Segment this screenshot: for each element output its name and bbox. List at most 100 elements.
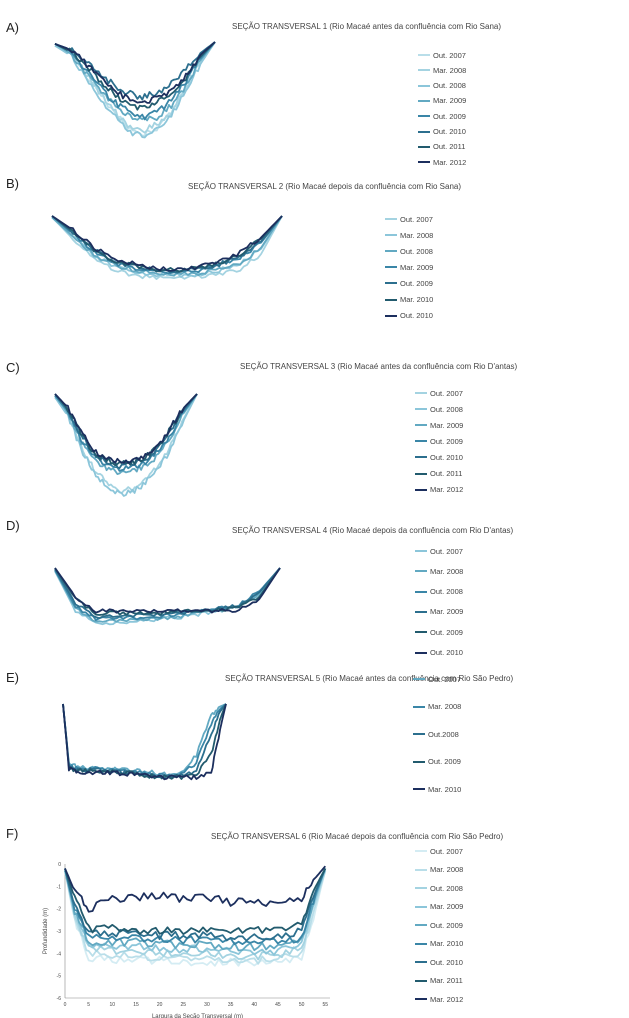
legend-swatch — [415, 550, 427, 552]
legend-item: Out. 2009 — [385, 278, 433, 288]
legend-label: Out. 2010 — [430, 957, 463, 967]
legend-swatch — [415, 424, 427, 427]
legend-label: Out. 2008 — [433, 81, 466, 91]
panel-letter: C) — [6, 360, 20, 375]
cross-section-plot: 0 5 10 15 20 25 30 35 40 45 50 55 0 -1 -2 -3 -4 -5 -6 Largu… — [43, 862, 330, 1018]
panel-title: SEÇÃO TRANSVERSAL 4 (Rio Macaé depois da… — [232, 526, 514, 535]
legend-label: Out. 2009 — [430, 627, 463, 637]
x-tick-label: 55 — [322, 1002, 328, 1008]
legend-item: Mar. 2012 — [415, 994, 463, 1004]
legend-item: Out. 2010 — [415, 957, 463, 967]
legend-label: Mar. 2009 — [430, 420, 464, 430]
legend-item: Mar. 2009 — [415, 420, 463, 430]
legend-swatch — [415, 905, 427, 908]
legend-swatch — [418, 161, 430, 164]
legend-label: Out. 2007 — [400, 214, 433, 224]
legend-label: Mar. 2009 — [430, 902, 464, 911]
x-tick-label: 0 — [64, 1002, 67, 1008]
legend-item: Mar. 2012 — [415, 485, 463, 495]
series-line — [51, 215, 283, 272]
panel-title: SEÇÃO TRANSVERSAL 3 (Rio Macaé antes da … — [240, 362, 518, 371]
series-line — [54, 41, 216, 139]
legend-item: Out. 2007 — [418, 50, 466, 60]
x-tick-label: 15 — [133, 1002, 139, 1008]
legend-item: Mar. 2008 — [415, 865, 463, 875]
legend-label: Out. 2008 — [430, 883, 463, 893]
legend-item: Mar. 2008 — [418, 65, 466, 75]
legend-swatch — [415, 979, 427, 982]
legend-swatch — [385, 234, 397, 237]
legend-swatch — [415, 408, 427, 411]
legend-label: Out. 2011 — [430, 469, 463, 478]
legend-label: Out. 2008 — [430, 404, 463, 414]
legend-swatch — [415, 924, 427, 926]
legend-label: Mar. 2008 — [430, 865, 464, 874]
legend-label: Out. 2007 — [433, 50, 466, 60]
legend-item: Out. 2009 — [418, 111, 466, 121]
legend-label: Out. 2008 — [430, 587, 463, 597]
legend-swatch — [418, 84, 430, 87]
legend-label: Mar. 2010 — [430, 939, 464, 948]
y-tick-label: -3 — [57, 929, 62, 935]
series-line — [62, 703, 227, 781]
legend-swatch — [415, 998, 427, 1000]
legend-swatch — [385, 250, 397, 253]
legend-label: Mar. 2012 — [430, 485, 464, 495]
legend-swatch — [413, 733, 425, 735]
legend-item: Mar. 2009 — [418, 96, 466, 106]
legend-swatch — [385, 266, 397, 269]
series-line — [62, 703, 227, 780]
legend-swatch — [385, 314, 397, 317]
x-tick-label: 40 — [252, 1002, 258, 1008]
legend-swatch — [415, 392, 427, 394]
legend-label: Out. 2010 — [430, 648, 463, 657]
legend-label: Mar. 2009 — [430, 607, 464, 617]
legend-label: Out. 2010 — [400, 311, 433, 321]
series-line — [54, 393, 198, 494]
legend-swatch — [415, 472, 427, 475]
legend-label: Out. 2011 — [433, 142, 466, 152]
y-tick-label: -1 — [57, 884, 62, 890]
x-tick-label: 30 — [204, 1002, 210, 1008]
x-tick-label: 5 — [87, 1002, 90, 1008]
legend-swatch — [385, 218, 397, 220]
legend-item: Out. 2008 — [415, 587, 463, 597]
legend-item: Mar. 2009 — [385, 262, 433, 272]
legend-item: Mar. 2010 — [413, 784, 461, 794]
legend-swatch — [415, 570, 427, 573]
series-line — [64, 868, 327, 935]
series-line — [64, 868, 327, 946]
legend-label: Out. 2009 — [433, 111, 466, 121]
legend-swatch — [418, 69, 430, 72]
x-tick-label: 50 — [299, 1002, 305, 1008]
legend-label: Out. 2009 — [400, 278, 433, 288]
legend-label: Out. 2007 — [430, 546, 463, 556]
series-line — [64, 870, 327, 965]
series-line — [54, 393, 198, 497]
legend-item: Out. 2011 — [418, 142, 465, 152]
legend-label: Out. 2007 — [430, 846, 463, 856]
legend-item: Mar. 2009 — [415, 607, 463, 617]
legend-swatch — [413, 760, 425, 763]
legend-label: Out. 2008 — [400, 246, 433, 256]
y-tick-label: 0 — [58, 862, 61, 868]
legend-item: Mar. 2012 — [418, 157, 466, 167]
legend-item: Out. 2009 — [415, 436, 463, 446]
legend-item: Out. 2007 — [415, 388, 463, 398]
legend-swatch — [415, 850, 427, 852]
cross-section-plot — [62, 703, 227, 781]
legend-swatch — [415, 868, 427, 871]
legend-label: Out.2008 — [428, 729, 459, 739]
y-tick-label: -4 — [57, 951, 62, 957]
x-tick-label: 20 — [157, 1002, 163, 1008]
legend-label: Out. 2010 — [433, 127, 466, 136]
legend-swatch — [418, 99, 430, 102]
legend-label: Out. 2009 — [430, 920, 463, 930]
legend-label: Mar. 2010 — [400, 295, 434, 304]
legend-item: Out. 2010 — [418, 127, 466, 137]
legend-label: Mar. 2008 — [400, 230, 434, 240]
series-line — [64, 868, 327, 952]
legend-swatch — [415, 440, 427, 443]
panel-letter: D) — [6, 518, 20, 533]
legend-item: Mar. 2010 — [415, 939, 463, 949]
